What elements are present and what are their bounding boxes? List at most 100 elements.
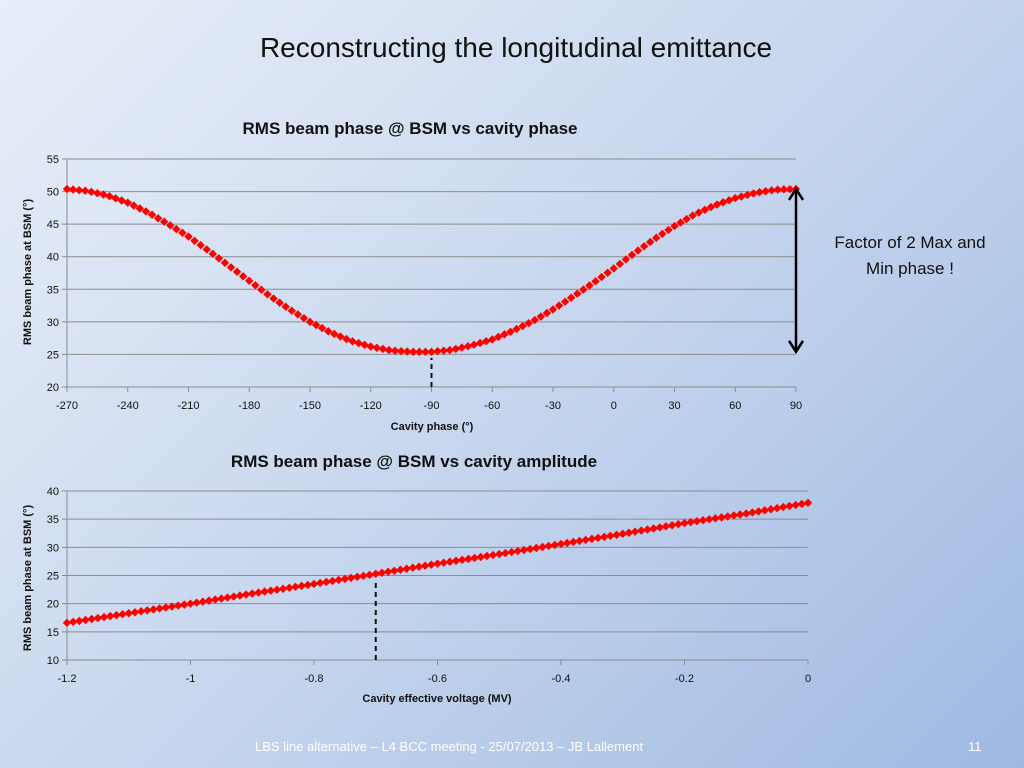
data-point — [754, 507, 763, 516]
x-tick-label: 30 — [668, 400, 680, 412]
data-point — [81, 186, 90, 195]
y-tick-label: 10 — [47, 655, 59, 667]
data-point — [507, 547, 516, 557]
y-tick-label: 15 — [47, 627, 59, 639]
data-point — [766, 505, 776, 514]
data-point — [167, 602, 177, 611]
data-point — [117, 196, 126, 205]
data-point — [767, 186, 776, 195]
chart2-x-ticks: -1.2 -1 -0.8 -0.6 -0.4 -0.2 0 — [58, 673, 812, 685]
data-point — [791, 500, 800, 510]
data-point — [112, 610, 121, 620]
x-tick-label: 90 — [790, 400, 802, 412]
data-point — [749, 189, 758, 198]
y-tick-label: 20 — [47, 382, 59, 394]
data-point — [445, 557, 455, 566]
data-point — [735, 510, 745, 519]
data-point — [184, 232, 193, 241]
data-point — [482, 551, 492, 561]
data-point — [272, 585, 282, 594]
x-tick-label: 0 — [611, 400, 617, 412]
data-point — [315, 578, 325, 588]
data-point — [500, 330, 509, 339]
data-point — [755, 188, 764, 197]
x-tick-label: -60 — [484, 400, 500, 412]
data-point — [643, 525, 652, 534]
x-tick-label: -1.2 — [58, 673, 77, 685]
data-point — [99, 190, 108, 199]
x-tick-label: -120 — [360, 400, 382, 412]
data-point — [173, 601, 183, 610]
x-tick-label: -0.2 — [675, 673, 694, 685]
y-tick-label: 40 — [47, 486, 59, 498]
data-point — [348, 337, 357, 346]
data-point — [238, 272, 248, 281]
data-point — [581, 535, 590, 545]
data-point — [457, 343, 467, 352]
data-point — [779, 502, 788, 512]
data-point — [542, 308, 552, 318]
data-point — [445, 345, 454, 355]
data-point — [354, 338, 363, 348]
x-tick-label: -180 — [238, 400, 260, 412]
data-point — [217, 594, 226, 603]
data-point — [178, 228, 187, 238]
data-point — [513, 546, 522, 556]
data-point — [384, 345, 394, 355]
data-point — [694, 208, 703, 217]
data-point — [334, 575, 343, 585]
data-point — [603, 268, 612, 277]
data-point — [311, 320, 321, 330]
data-point — [658, 229, 667, 239]
chart1-range-arrow — [787, 186, 805, 355]
x-tick-label: -0.8 — [305, 673, 324, 685]
data-point — [251, 281, 260, 290]
data-point — [649, 524, 658, 533]
data-point — [554, 301, 564, 310]
page-number: 11 — [968, 739, 982, 754]
data-point — [287, 306, 296, 315]
data-point — [87, 614, 96, 624]
data-point — [606, 531, 615, 541]
data-point — [633, 246, 643, 255]
data-point — [226, 263, 236, 272]
data-point — [223, 593, 232, 602]
data-point — [220, 258, 230, 268]
annotation-line-2: Min phase ! — [866, 259, 954, 278]
data-point — [366, 342, 375, 351]
data-point — [742, 509, 751, 518]
data-point — [569, 537, 578, 547]
data-point — [548, 305, 558, 314]
slide-title: Reconstructing the longitudinal emittanc… — [259, 32, 773, 63]
x-tick-label: -270 — [56, 400, 78, 412]
data-point — [524, 318, 533, 328]
data-point — [415, 347, 424, 357]
data-point — [700, 205, 710, 215]
data-point — [204, 596, 214, 605]
data-point — [615, 259, 625, 269]
y-tick-label: 40 — [47, 252, 59, 264]
data-point — [743, 190, 752, 200]
chart1-series — [62, 184, 801, 357]
data-point — [141, 207, 151, 216]
data-point — [266, 586, 275, 595]
data-point — [257, 285, 266, 295]
data-point — [263, 290, 272, 299]
data-point — [166, 221, 175, 230]
data-point — [439, 558, 448, 567]
data-point — [646, 237, 655, 247]
x-tick-label: -30 — [545, 400, 561, 412]
data-point — [609, 264, 618, 273]
x-tick-label: -150 — [299, 400, 321, 412]
data-point — [371, 569, 380, 579]
data-point — [717, 513, 726, 522]
data-point — [136, 607, 146, 616]
data-point — [198, 597, 208, 606]
data-point — [297, 581, 306, 591]
data-point — [309, 579, 319, 589]
data-point — [403, 347, 412, 356]
data-point — [458, 555, 467, 565]
chart1-x-axis-label: Cavity phase (°) — [391, 421, 474, 433]
data-point — [124, 609, 133, 618]
chart2-title: RMS beam phase @ BSM vs cavity amplitude — [231, 452, 597, 471]
